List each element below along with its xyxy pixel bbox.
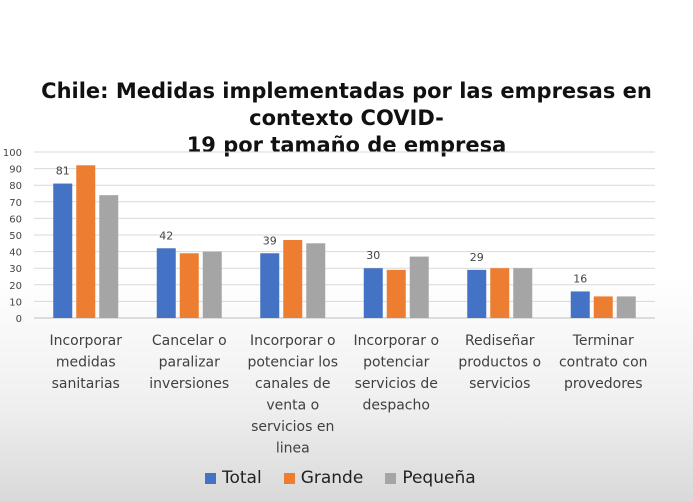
y-tick-label-0: 0	[16, 314, 22, 325]
data-label-total-3: 30	[366, 249, 380, 262]
category-label-3-line-3: despacho	[363, 398, 430, 414]
category-label-0-line-1: medidas	[56, 355, 116, 371]
bar-pequeña-3	[409, 256, 429, 318]
chart-legend: Total Grande Pequeña	[205, 468, 498, 488]
category-label-3-line-0: Incorporar o	[353, 333, 439, 349]
legend-swatch-grande	[283, 472, 295, 484]
category-label-1-line-1: paralizar	[159, 355, 221, 371]
bar-grande-5	[593, 296, 613, 318]
y-tick-label-80: 80	[9, 181, 22, 192]
legend-label-total: Total	[222, 468, 262, 488]
category-label-2-line-5: linea	[276, 441, 310, 457]
category-label-2-line-4: servicios en	[251, 419, 334, 435]
data-label-total-1: 42	[159, 229, 173, 242]
data-label-total-5: 16	[573, 272, 587, 285]
bar-total-1	[156, 248, 176, 318]
legend-item-total: Total	[205, 468, 262, 488]
legend-swatch-total	[205, 472, 216, 484]
bar-total-4	[467, 269, 487, 318]
y-tick-label-90: 90	[9, 165, 22, 176]
category-label-0-line-2: sanitarias	[52, 376, 120, 392]
bar-pequeña-5	[616, 296, 636, 318]
bar-pequeña-2	[306, 243, 326, 318]
bar-pequeña-1	[202, 251, 222, 318]
category-label-5-line-1: contrato con	[559, 355, 648, 371]
category-label-2-line-0: Incorporar o	[250, 333, 336, 349]
bar-pequeña-0	[99, 195, 119, 318]
y-tick-label-30: 30	[9, 264, 22, 275]
bar-total-0	[53, 183, 73, 318]
category-label-5-line-2: provedores	[564, 376, 643, 392]
chart-title-line-1: Chile: Medidas implementadas por las emp…	[41, 79, 652, 130]
category-label-2-line-3: venta o	[266, 398, 319, 414]
y-tick-label-100: 100	[3, 148, 22, 159]
category-label-4-line-0: Rediseñar	[465, 333, 535, 349]
bar-total-2	[260, 253, 280, 318]
data-label-total-0: 81	[56, 165, 70, 178]
bar-grande-3	[386, 269, 406, 318]
category-label-2-line-2: canales de	[255, 376, 330, 392]
bar-pequeña-4	[513, 268, 533, 318]
category-label-5-line-0: Terminar	[572, 333, 634, 349]
category-label-3-line-1: potenciar	[363, 355, 430, 371]
category-label-1-line-0: Cancelar o	[152, 333, 227, 349]
chart-title: Chile: Medidas implementadas por las emp…	[0, 78, 693, 159]
legend-label-pequena: Pequeña	[402, 468, 476, 488]
category-label-2-line-1: potenciar los	[247, 355, 338, 371]
bar-total-5	[570, 291, 590, 318]
legend-item-pequena: Pequeña	[385, 468, 476, 488]
data-label-total-4: 29	[470, 251, 484, 264]
category-label-4-line-1: productos o	[458, 355, 541, 371]
y-tick-label-10: 10	[9, 297, 22, 308]
legend-item-grande: Grande	[283, 468, 364, 488]
category-label-0-line-0: Incorporar	[49, 333, 122, 349]
bar-total-3	[363, 268, 383, 318]
bar-grande-0	[76, 165, 96, 318]
bar-grande-4	[490, 268, 510, 318]
legend-swatch-pequena	[385, 472, 397, 484]
y-tick-label-20: 20	[9, 281, 22, 292]
category-label-3-line-2: servicios de	[355, 376, 438, 392]
bar-grande-2	[283, 239, 303, 318]
legend-label-grande: Grande	[300, 468, 364, 488]
y-tick-label-50: 50	[9, 231, 22, 242]
bar-grande-1	[179, 253, 199, 318]
category-label-4-line-2: servicios	[469, 376, 530, 392]
y-tick-label-60: 60	[9, 214, 22, 225]
y-tick-label-70: 70	[9, 198, 22, 209]
chart-title-line-2: 19 por tamaño de empresa	[186, 133, 507, 157]
y-tick-label-40: 40	[9, 248, 22, 259]
category-label-1-line-2: inversiones	[149, 376, 229, 392]
data-label-total-2: 39	[263, 234, 277, 247]
